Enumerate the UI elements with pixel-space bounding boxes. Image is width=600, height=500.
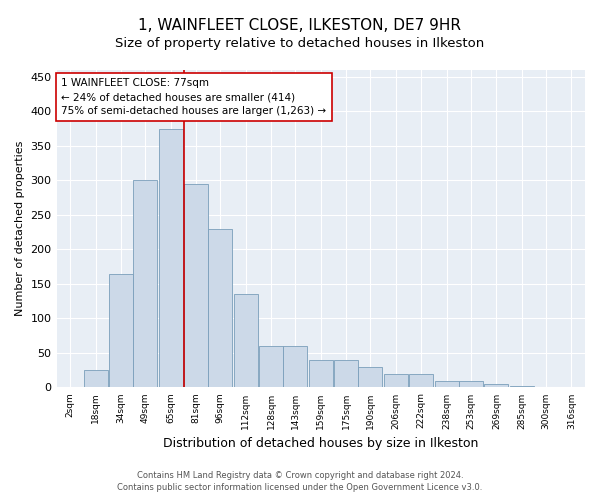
Y-axis label: Number of detached properties: Number of detached properties bbox=[15, 141, 25, 316]
Text: 1 WAINFLEET CLOSE: 77sqm
← 24% of detached houses are smaller (414)
75% of semi-: 1 WAINFLEET CLOSE: 77sqm ← 24% of detach… bbox=[61, 78, 326, 116]
Bar bbox=[459, 380, 483, 388]
Bar bbox=[58, 386, 82, 388]
Text: 1, WAINFLEET CLOSE, ILKESTON, DE7 9HR: 1, WAINFLEET CLOSE, ILKESTON, DE7 9HR bbox=[139, 18, 461, 32]
Bar bbox=[109, 274, 133, 388]
Text: Contains HM Land Registry data © Crown copyright and database right 2024.
Contai: Contains HM Land Registry data © Crown c… bbox=[118, 471, 482, 492]
X-axis label: Distribution of detached houses by size in Ilkeston: Distribution of detached houses by size … bbox=[163, 437, 478, 450]
Bar bbox=[283, 346, 307, 388]
Bar bbox=[259, 346, 283, 388]
Bar bbox=[384, 374, 408, 388]
Bar bbox=[534, 386, 558, 388]
Bar bbox=[184, 184, 208, 388]
Bar bbox=[159, 128, 182, 388]
Bar bbox=[133, 180, 157, 388]
Text: Size of property relative to detached houses in Ilkeston: Size of property relative to detached ho… bbox=[115, 38, 485, 51]
Bar bbox=[234, 294, 258, 388]
Bar bbox=[309, 360, 333, 388]
Bar bbox=[409, 374, 433, 388]
Bar bbox=[435, 380, 459, 388]
Bar bbox=[334, 360, 358, 388]
Bar bbox=[83, 370, 107, 388]
Bar bbox=[510, 386, 534, 388]
Bar bbox=[484, 384, 508, 388]
Bar bbox=[559, 386, 583, 388]
Bar bbox=[358, 366, 382, 388]
Bar bbox=[208, 228, 232, 388]
